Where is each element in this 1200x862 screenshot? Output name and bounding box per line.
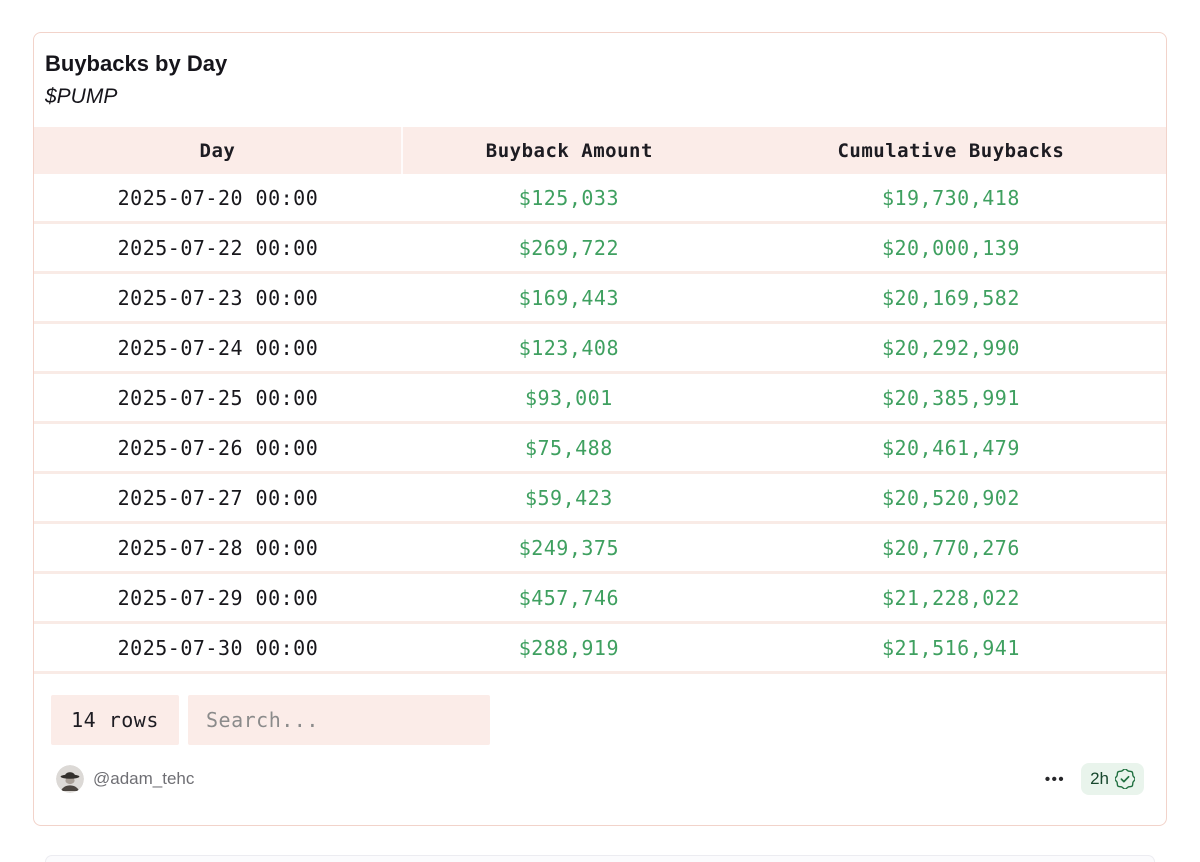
buybacks-widget-card: Buybacks by Day $PUMP Day Buyback Amount… xyxy=(33,32,1167,826)
token-subtitle: $PUMP xyxy=(45,85,118,108)
day-cell: 2025-07-20 00:00 xyxy=(34,174,402,224)
cumulative-cell: $21,228,022 xyxy=(735,572,1166,624)
table-row: 2025-07-30 00:00 $288,919 $21,516,941 xyxy=(34,622,1166,674)
table-row: 2025-07-29 00:00 $457,746 $21,228,022 xyxy=(34,572,1166,624)
table-row: 2025-07-20 00:00 $125,033 $19,730,418 xyxy=(34,174,1166,224)
column-header-day[interactable]: Day xyxy=(34,127,403,174)
card-header: Buybacks by Day $PUMP xyxy=(34,33,1166,110)
search-input[interactable] xyxy=(188,695,490,745)
buyback-cell: $288,919 xyxy=(401,622,736,674)
day-cell: 2025-07-24 00:00 xyxy=(34,322,402,374)
day-cell: 2025-07-26 00:00 xyxy=(34,422,402,474)
cumulative-cell: $20,770,276 xyxy=(735,522,1166,574)
avatar[interactable] xyxy=(56,765,84,793)
buyback-cell: $249,375 xyxy=(401,522,736,574)
verified-check-icon xyxy=(1115,769,1135,789)
timestamp-badge[interactable]: 2h xyxy=(1081,763,1144,795)
table-row: 2025-07-23 00:00 $169,443 $20,169,582 xyxy=(34,272,1166,324)
cumulative-cell: $20,000,139 xyxy=(735,222,1166,274)
buyback-cell: $123,408 xyxy=(401,322,736,374)
attribution-bar: @adam_tehc ••• 2h xyxy=(56,762,1144,796)
buyback-cell: $169,443 xyxy=(401,272,736,324)
day-cell: 2025-07-29 00:00 xyxy=(34,572,402,624)
buyback-cell: $269,722 xyxy=(401,222,736,274)
day-cell: 2025-07-25 00:00 xyxy=(34,372,402,424)
day-cell: 2025-07-27 00:00 xyxy=(34,472,402,524)
day-cell: 2025-07-30 00:00 xyxy=(34,622,402,674)
cumulative-cell: $20,520,902 xyxy=(735,472,1166,524)
cumulative-cell: $20,292,990 xyxy=(735,322,1166,374)
cumulative-cell: $19,730,418 xyxy=(735,174,1166,224)
row-count-badge: 14 rows xyxy=(51,695,179,745)
table-row: 2025-07-22 00:00 $269,722 $20,000,139 xyxy=(34,222,1166,274)
author-handle[interactable]: @adam_tehc xyxy=(93,769,195,788)
next-card-edge xyxy=(45,855,1155,862)
buybacks-table: Day Buyback Amount Cumulative Buybacks 2… xyxy=(34,127,1166,674)
timestamp-text: 2h xyxy=(1090,769,1109,788)
table-row: 2025-07-25 00:00 $93,001 $20,385,991 xyxy=(34,372,1166,424)
buyback-cell: $75,488 xyxy=(401,422,736,474)
more-options-icon[interactable]: ••• xyxy=(1044,770,1066,788)
day-cell: 2025-07-23 00:00 xyxy=(34,272,402,324)
column-header-buyback-amount[interactable]: Buyback Amount xyxy=(401,127,736,174)
table-row: 2025-07-24 00:00 $123,408 $20,292,990 xyxy=(34,322,1166,374)
cumulative-cell: $20,385,991 xyxy=(735,372,1166,424)
column-header-cumulative-buybacks[interactable]: Cumulative Buybacks xyxy=(735,127,1166,174)
buyback-cell: $59,423 xyxy=(401,472,736,524)
buyback-cell: $93,001 xyxy=(401,372,736,424)
cumulative-cell: $21,516,941 xyxy=(735,622,1166,674)
cumulative-cell: $20,461,479 xyxy=(735,422,1166,474)
buyback-cell: $457,746 xyxy=(401,572,736,624)
table-row: 2025-07-27 00:00 $59,423 $20,520,902 xyxy=(34,472,1166,524)
table-controls: 14 rows xyxy=(51,695,1166,745)
page-title: Buybacks by Day xyxy=(45,51,228,76)
table-row: 2025-07-26 00:00 $75,488 $20,461,479 xyxy=(34,422,1166,474)
buyback-cell: $125,033 xyxy=(401,174,736,224)
table-row: 2025-07-28 00:00 $249,375 $20,770,276 xyxy=(34,522,1166,574)
day-cell: 2025-07-22 00:00 xyxy=(34,222,402,274)
day-cell: 2025-07-28 00:00 xyxy=(34,522,402,574)
table-header-row: Day Buyback Amount Cumulative Buybacks xyxy=(34,127,1166,174)
cumulative-cell: $20,169,582 xyxy=(735,272,1166,324)
